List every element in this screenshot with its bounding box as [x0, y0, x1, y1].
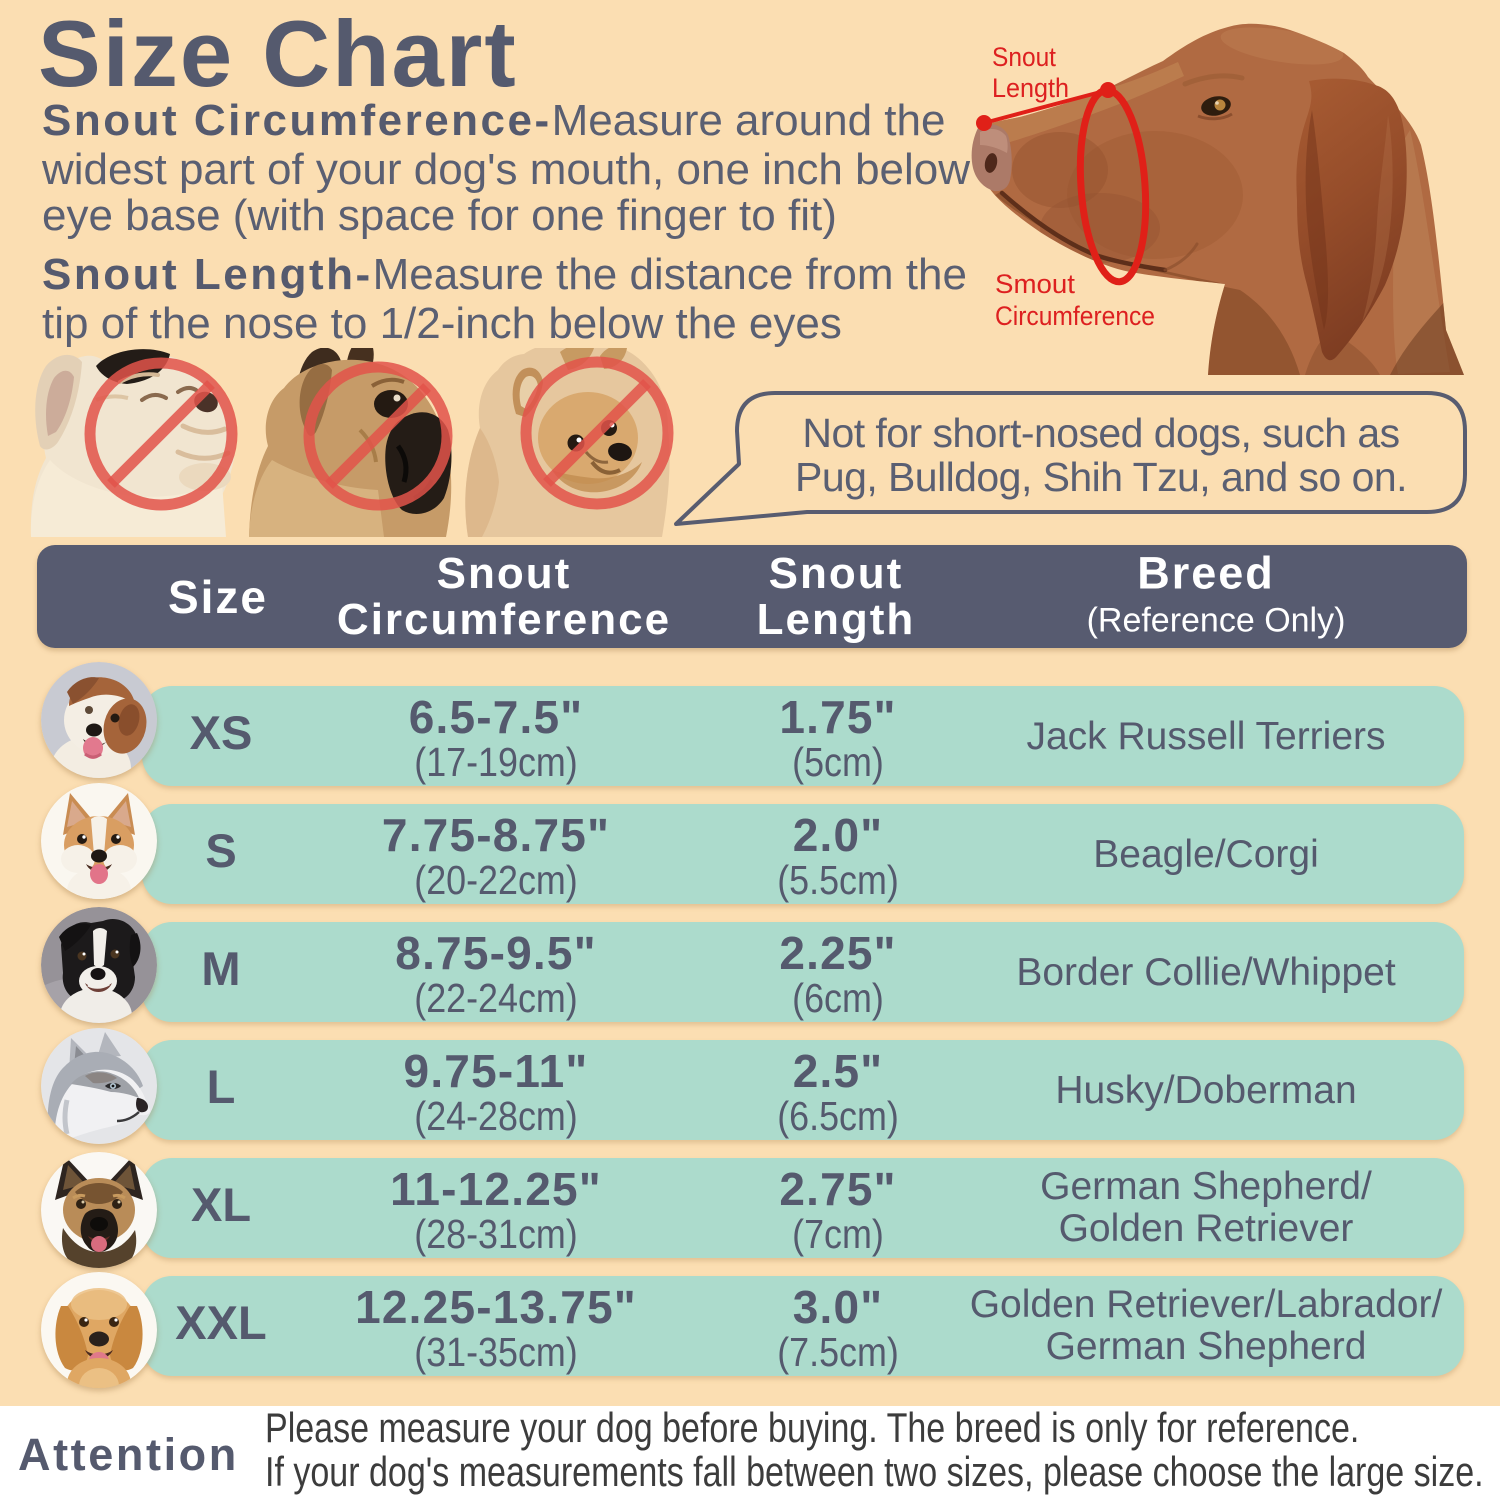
svg-text:Snout: Snout	[992, 42, 1057, 72]
svg-text:Smout: Smout	[995, 269, 1076, 299]
svg-text:Circumference: Circumference	[995, 301, 1155, 331]
svg-text:Length: Length	[992, 73, 1069, 103]
